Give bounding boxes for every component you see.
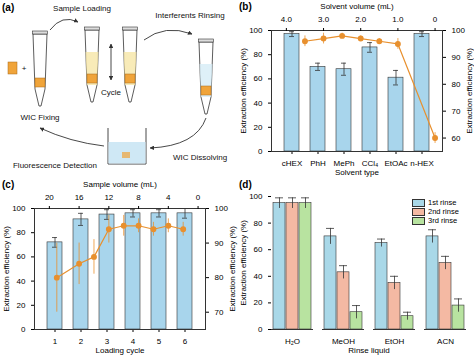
- svg-text:0: 0: [258, 147, 263, 156]
- svg-text:0: 0: [433, 15, 438, 24]
- svg-text:Extraction efficiency (%): Extraction efficiency (%): [2, 226, 11, 312]
- svg-text:Fluorescence Detection: Fluorescence Detection: [13, 161, 97, 170]
- svg-text:ACN: ACN: [437, 337, 454, 346]
- svg-text:80: 80: [452, 80, 461, 89]
- html-text:3rd rinse: 3rd rinse: [428, 216, 458, 225]
- svg-text:MePh: MePh: [333, 159, 355, 169]
- svg-text:WIC Dissolving: WIC Dissolving: [173, 153, 227, 162]
- svg-text:20: 20: [254, 123, 263, 132]
- svg-text:Extraction efficiency (%): Extraction efficiency (%): [228, 226, 237, 312]
- html-text:(c): (c): [2, 179, 15, 190]
- svg-text:70: 70: [452, 107, 461, 116]
- svg-text:6: 6: [183, 337, 188, 346]
- svg-text:2.0: 2.0: [355, 15, 367, 24]
- svg-text:Rinse liquid: Rinse liquid: [348, 346, 389, 355]
- svg-text:5: 5: [157, 337, 162, 346]
- svg-text:20: 20: [254, 298, 263, 307]
- svg-text:4.0: 4.0: [281, 15, 293, 24]
- svg-text:WIC Fixing: WIC Fixing: [20, 113, 59, 122]
- svg-text:60: 60: [452, 134, 461, 143]
- svg-text:3.0: 3.0: [318, 15, 330, 24]
- svg-text:4: 4: [166, 193, 171, 202]
- svg-text:Solvent volume (mL): Solvent volume (mL): [320, 2, 394, 11]
- html-text:(b): (b): [239, 1, 252, 12]
- svg-text:Interferents Rinsing: Interferents Rinsing: [155, 11, 224, 20]
- html-text:(d): (d): [239, 179, 252, 190]
- svg-text:1.0: 1.0: [392, 15, 404, 24]
- svg-text:PhH: PhH: [310, 159, 326, 168]
- svg-text:60: 60: [254, 74, 263, 83]
- svg-text:16: 16: [75, 193, 84, 202]
- svg-text:CCl₄: CCl₄: [361, 159, 379, 169]
- svg-text:EtOH: EtOH: [384, 337, 405, 347]
- svg-text:0: 0: [21, 325, 26, 334]
- svg-text:80: 80: [254, 219, 263, 228]
- svg-text:80: 80: [17, 228, 26, 237]
- svg-text:1: 1: [53, 337, 58, 346]
- svg-text:12: 12: [104, 193, 113, 202]
- html-text:2nd rinse: 2nd rinse: [428, 207, 459, 216]
- svg-text:80: 80: [215, 273, 224, 282]
- svg-text:MeOH: MeOH: [331, 337, 356, 347]
- svg-text:20: 20: [17, 301, 26, 310]
- svg-text:90: 90: [215, 239, 224, 248]
- svg-text:100: 100: [215, 204, 229, 213]
- svg-text:2: 2: [79, 337, 84, 346]
- svg-text:100: 100: [12, 204, 26, 213]
- svg-text:Extraction efficiency (%): Extraction efficiency (%): [239, 48, 248, 134]
- svg-text:EtOAc: EtOAc: [384, 159, 407, 168]
- svg-text:40: 40: [254, 99, 263, 108]
- svg-text:3: 3: [104, 337, 110, 347]
- svg-text:+: +: [22, 64, 27, 73]
- svg-text:60: 60: [254, 245, 263, 254]
- svg-text:0: 0: [196, 193, 201, 202]
- svg-text:100: 100: [249, 192, 263, 201]
- svg-text:n-HEX: n-HEX: [410, 159, 434, 168]
- svg-text:cHEX: cHEX: [282, 159, 303, 168]
- svg-text:60: 60: [17, 252, 26, 261]
- html-text:1st rinse: 1st rinse: [428, 198, 457, 207]
- svg-text:Extraction efficiency (%): Extraction efficiency (%): [239, 220, 248, 306]
- svg-text:0: 0: [258, 325, 263, 334]
- svg-text:Solvent type: Solvent type: [335, 168, 380, 177]
- svg-text:80: 80: [254, 50, 263, 59]
- svg-text:70: 70: [215, 308, 224, 317]
- svg-text:100: 100: [452, 26, 466, 35]
- svg-text:(a): (a): [2, 2, 14, 13]
- svg-text:90: 90: [452, 53, 461, 62]
- svg-text:Cycle: Cycle: [101, 88, 122, 97]
- svg-text:Extraction efficiency (%): Extraction efficiency (%): [465, 48, 474, 134]
- svg-text:100: 100: [249, 26, 263, 35]
- svg-text:40: 40: [17, 277, 26, 286]
- svg-text:8: 8: [136, 193, 141, 202]
- svg-text:20: 20: [45, 193, 54, 202]
- svg-text:Sample Loading: Sample Loading: [53, 4, 111, 13]
- svg-text:Loading cycle: Loading cycle: [96, 346, 145, 355]
- svg-text:40: 40: [254, 272, 263, 281]
- svg-text:H₂O: H₂O: [285, 337, 300, 346]
- svg-text:4: 4: [130, 337, 136, 347]
- svg-text:Sample volume (mL): Sample volume (mL): [83, 180, 157, 189]
